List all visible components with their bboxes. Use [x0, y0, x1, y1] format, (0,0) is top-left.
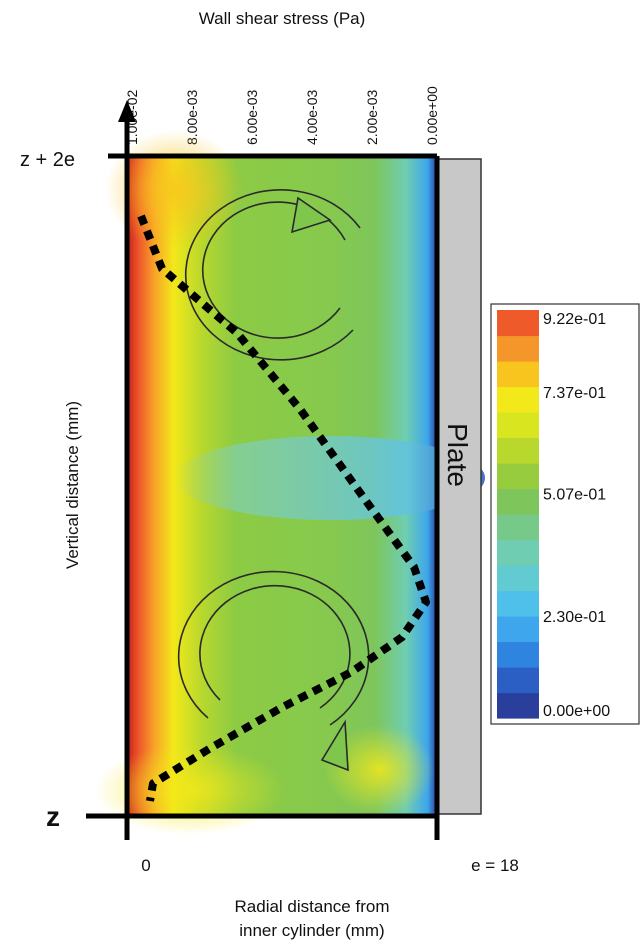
- colorbar-swatch: [497, 590, 539, 617]
- left-axis-arrow: [118, 100, 136, 122]
- colorbar-swatch: [497, 463, 539, 490]
- colorbar-tick-label: 5.07e-01: [543, 487, 606, 504]
- lower-vortex-head: [320, 719, 349, 772]
- bottom-right-tint: [325, 725, 435, 815]
- colorbar: [490, 303, 640, 725]
- x-tick-start: 0: [141, 856, 150, 875]
- colorbar-swatch: [497, 361, 539, 388]
- wall-shear-profile: [137, 214, 430, 802]
- x-tick-end: e = 18: [471, 856, 519, 875]
- colorbar-tick-label: 9.22e-01: [543, 311, 606, 328]
- colorbar-swatch: [497, 514, 539, 541]
- lower-vortex-circle: [177, 570, 370, 726]
- top-axis-title: Wall shear stress (Pa): [199, 9, 366, 28]
- x-axis-title-line1: Radial distance from: [235, 897, 390, 916]
- upper-vortex-circle: [184, 189, 361, 361]
- upper-vortex-arrow: [184, 189, 361, 361]
- colorbar-tick-label: 7.37e-01: [543, 385, 606, 402]
- colorbar-swatch: [497, 488, 539, 515]
- colorbar-frame: [490, 303, 640, 725]
- colorbar-swatch: [497, 310, 539, 337]
- top-tick-label: 2.00e-03: [364, 90, 380, 145]
- y-axis-title: Vertical distance (mm): [63, 401, 82, 569]
- colorbar-tick-label: 0.00e+00: [543, 703, 610, 720]
- colorbar-swatch: [497, 641, 539, 668]
- colorbar-swatch: [497, 667, 539, 694]
- colorbar-swatch: [497, 335, 539, 362]
- colorbar-swatch: [497, 565, 539, 592]
- top-tick-label: 4.00e-03: [304, 90, 320, 145]
- top-tick-label: 6.00e-03: [244, 90, 260, 145]
- upper-vortex-head: [290, 196, 332, 234]
- x-axis-title-line2: inner cylinder (mm): [239, 921, 384, 940]
- top-tick-label: 0.00e+00: [424, 86, 440, 145]
- mid-band: [175, 436, 485, 520]
- y-tick-top: z + 2e: [20, 149, 75, 171]
- y-tick-bottom: z: [46, 801, 60, 832]
- colorbar-swatch: [497, 412, 539, 439]
- plate-label: Plate: [442, 423, 473, 487]
- colorbar-swatch: [497, 386, 539, 413]
- colorbar-swatch: [497, 692, 539, 719]
- colorbar-labels: 9.22e-01 7.37e-01 5.07e-01 2.30e-01 0.00e+00: [543, 311, 610, 720]
- bottom-corner-tint: [95, 745, 285, 835]
- lower-vortex-inner: [199, 584, 351, 709]
- colorbar-tick-label: 2.30e-01: [543, 609, 606, 626]
- colorbar-swatch: [497, 437, 539, 464]
- heatmap-field: [95, 130, 485, 835]
- lower-vortex-arrow: [177, 570, 370, 772]
- colorbar-swatch: [497, 539, 539, 566]
- colorbar-swatch: [497, 616, 539, 643]
